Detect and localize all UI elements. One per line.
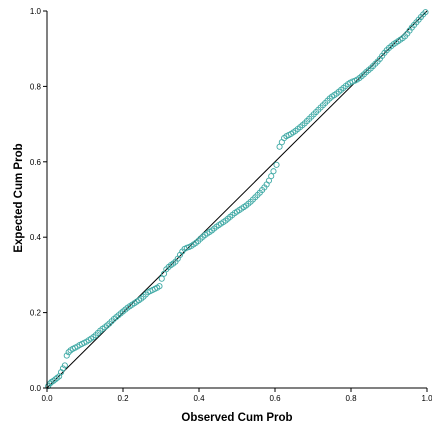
y-tick-label: 1.0 — [30, 7, 42, 16]
data-point — [273, 161, 280, 168]
y-tick-label: 0.8 — [30, 82, 42, 91]
data-point — [63, 352, 70, 359]
x-tick-label: 0.0 — [41, 394, 53, 403]
data-point — [156, 283, 163, 290]
data-point — [61, 362, 68, 369]
y-tick-label: 0.0 — [30, 384, 42, 393]
plot-area: 0.0 0.2 0.4 0.6 0.8 1.0 0.0 0.2 0.4 0.6 0.8 1.0 — [30, 7, 432, 403]
data-point — [50, 377, 57, 384]
data-point — [52, 376, 59, 383]
x-tick-label: 0.8 — [345, 394, 357, 403]
data-point — [158, 275, 165, 282]
data-point — [268, 173, 275, 180]
x-tick-label: 0.2 — [117, 394, 129, 403]
x-tick-label: 0.6 — [269, 394, 281, 403]
data-point — [58, 369, 65, 376]
y-tick-label: 0.4 — [30, 233, 42, 242]
data-point — [422, 9, 429, 16]
y-axis-ticks: 0.0 0.2 0.4 0.6 0.8 1.0 — [30, 7, 47, 393]
x-tick-label: 0.4 — [193, 394, 205, 403]
data-point — [65, 349, 72, 356]
x-tick-label: 1.0 — [421, 394, 432, 403]
reference-line — [46, 10, 428, 389]
x-axis-title: Observed Cum Prob — [181, 412, 292, 424]
y-axis-title: Expected Cum Prob — [13, 143, 25, 252]
data-points — [45, 9, 429, 390]
y-tick-label: 0.6 — [30, 158, 42, 167]
data-point — [270, 168, 277, 175]
data-point — [54, 374, 61, 381]
x-axis-ticks: 0.0 0.2 0.4 0.6 0.8 1.0 — [41, 388, 432, 403]
data-point — [59, 365, 67, 372]
y-tick-label: 0.2 — [30, 309, 42, 318]
